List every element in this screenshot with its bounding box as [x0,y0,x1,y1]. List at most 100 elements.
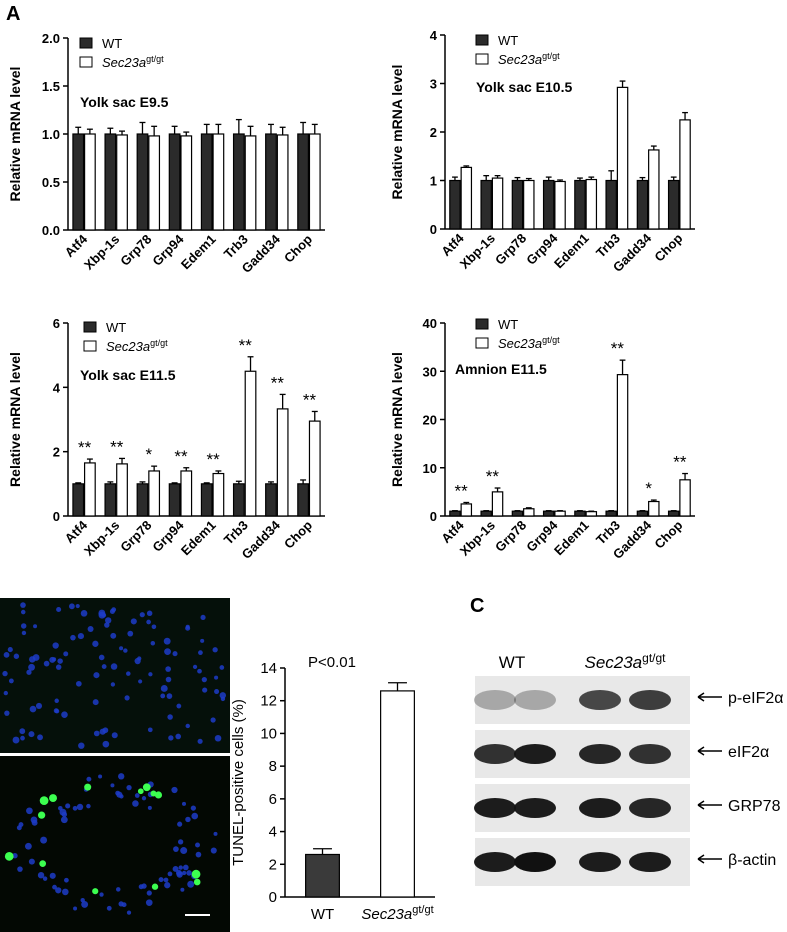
nucleus [12,736,20,744]
x-tick-label: WT [311,906,334,923]
legend-swatch [475,34,489,46]
blot-group: WT [499,653,525,672]
y-tick-label: 0 [53,509,60,524]
nucleus [200,638,205,643]
nucleus [98,654,105,661]
bar [648,500,660,517]
cells [2,602,227,915]
tunel-spot [142,783,151,792]
nucleus [111,732,118,739]
nucleus [19,728,26,735]
bar [212,133,225,231]
x-tick-label: Grp78 [492,231,529,268]
nucleus [93,672,100,679]
y-axis-label: Relative mRNA level [7,352,23,487]
nucleus [197,738,203,744]
nucleus [185,625,191,631]
nucleus [33,624,38,629]
legend-name: WT [498,33,518,48]
x-tick-label: Xbp-1s [81,232,122,273]
y-axis-label: Relative mRNA level [389,65,405,200]
tunel-spot [151,883,159,890]
x-tick-label: Xbp-1s [81,518,122,559]
tunel-spot [37,811,46,819]
bar [585,178,598,230]
nucleus [60,816,68,824]
annotation: Amnion E11.5 [455,361,547,377]
nucleus [32,654,40,661]
x-tick-label: Chop [281,517,315,551]
band [579,744,621,764]
bar [616,86,629,230]
nucleus [63,651,69,657]
nucleus [55,887,62,894]
legend-entry: Sec23agt/gt [498,335,560,351]
bar [542,510,555,517]
nucleus [87,626,94,633]
nucleus [148,672,153,677]
nucleus [176,871,183,878]
nucleus [180,847,188,855]
bar [297,133,310,231]
nucleus [28,858,35,865]
category-name: Sec23a [361,906,412,923]
bar [574,179,586,230]
tunel-spot [193,878,201,886]
nucleus [132,800,139,807]
band [514,798,556,818]
nucleus [54,698,59,704]
nucleus [99,728,106,735]
x-tick-label: Edem1 [178,232,219,273]
chart: 0 2 4 6 8 10 12 14 TUNEL-positive cells (%) P<0.0… [230,654,435,923]
nucleus [124,695,130,701]
nucleus [52,642,59,649]
nucleus [164,648,171,656]
tunel-spot [154,791,163,799]
nucleus [20,602,26,608]
nucleus [195,851,202,858]
nucleus [53,708,59,714]
bar [523,179,535,230]
legend-superscript: gt/gt [542,51,560,61]
significance: ** [486,467,500,486]
group-superscript: gt/gt [642,651,666,665]
nucleus [126,784,132,791]
annotation: Yolk sac E10.5 [476,79,572,95]
bar [276,134,289,231]
legend-name: WT [498,317,518,332]
nucleus [52,657,57,662]
x-tick-label: Chop [651,230,685,264]
bar [104,133,117,231]
nucleus [119,794,124,799]
category-name: WT [311,906,334,923]
nucleus [13,653,20,659]
micrograph-mutant [0,756,230,932]
nucleus [17,866,23,872]
nucleus [164,882,171,889]
bar [148,135,161,231]
bar [232,133,245,231]
arrow [697,692,722,702]
y-tick-label: 0 [430,509,437,524]
nucleus [99,892,104,897]
band [514,744,556,764]
legend-swatch [79,37,93,49]
bar [72,483,85,517]
y-tick-label: 6 [53,316,60,331]
nucleus [195,842,201,848]
bar [574,510,586,517]
nucleus [55,664,62,670]
legend-entry: Sec23agt/gt [498,51,560,67]
nucleus [40,836,48,844]
nucleus [8,678,14,684]
y-tick-label: 14 [260,660,277,677]
annotation: P<0.01 [308,654,356,671]
legend-swatch [83,340,97,352]
band-label: β-actin [728,852,776,869]
nucleus [28,731,35,738]
bar [554,180,566,230]
nucleus [210,717,216,723]
nucleus [186,870,192,876]
nucleus [160,685,168,692]
